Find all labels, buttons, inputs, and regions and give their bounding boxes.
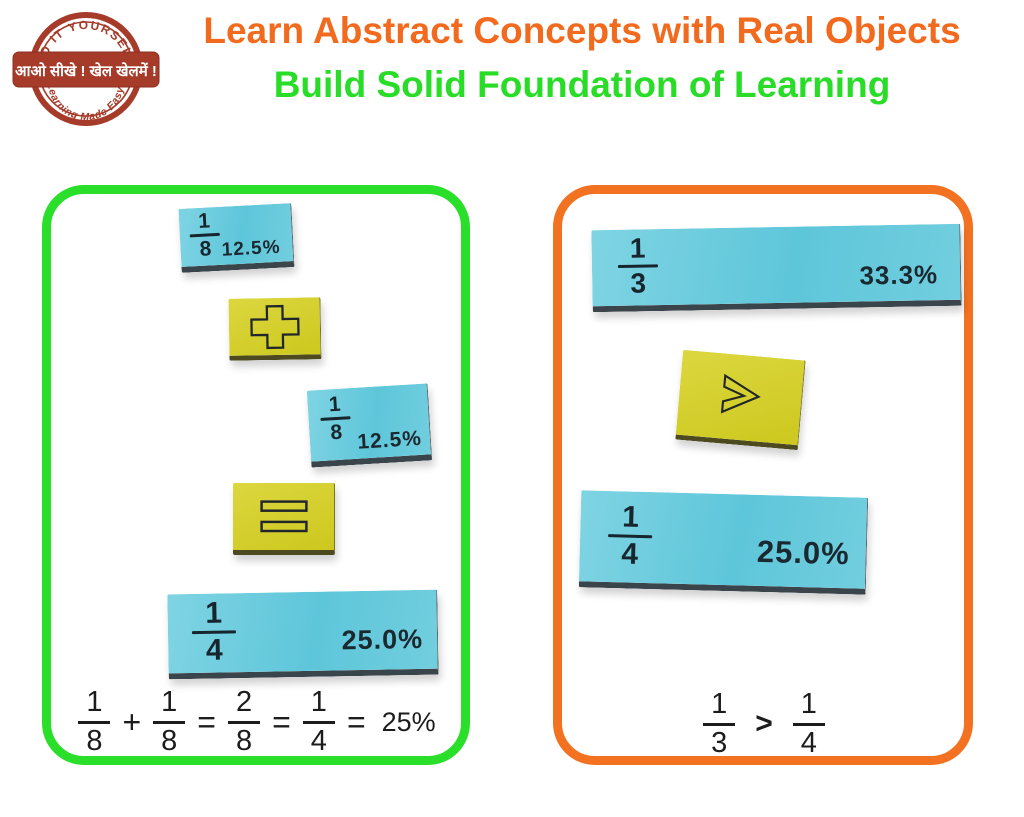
fraction-numerator: 1	[197, 209, 211, 233]
left-panel-addition-example	[42, 185, 470, 765]
fraction-denominator: 4	[302, 720, 335, 757]
equals-operator: =	[346, 703, 366, 740]
fraction-numerator: 1	[204, 596, 223, 630]
fraction-denominator: 8	[227, 720, 261, 757]
fraction-denominator: 8	[153, 720, 186, 757]
fraction-denominator: 8	[329, 420, 343, 445]
fraction-numerator: 1	[711, 688, 728, 720]
fraction-numerator: 1	[629, 232, 646, 264]
fraction-denominator: 4	[205, 633, 223, 667]
fraction-denominator: 3	[630, 267, 647, 299]
tile-operator-equals	[233, 483, 335, 555]
fraction-numerator: 1	[621, 500, 640, 534]
equals-icon	[233, 483, 334, 550]
tile-percent-label: 12.5%	[221, 236, 282, 261]
tile-fraction-1-4-right: 1 4 25.0%	[578, 490, 869, 595]
tile-fraction-1-3: 1 3 33.3%	[591, 223, 962, 313]
greater-than-operator: >	[755, 707, 773, 741]
equation-fraction: 1 8	[153, 686, 186, 757]
right-equation: 1 3 > 1 4	[573, 688, 955, 759]
tile-fraction: 1 4	[607, 500, 653, 571]
fraction-numerator: 1	[86, 686, 103, 718]
fraction-denominator: 8	[78, 720, 111, 757]
greater-than-icon	[676, 350, 805, 445]
tile-fraction-1-8-a: 1 8 12.5%	[178, 203, 295, 273]
headline-line2: Build Solid Foundation of Learning	[273, 64, 891, 105]
headline-line1: Learn Abstract Concepts with Real Object…	[203, 10, 961, 51]
tile-fraction-1-8-b: 1 8 12.5%	[306, 383, 433, 468]
tile-fraction: 1 8	[189, 209, 222, 261]
tile-fraction-1-4: 1 4 25.0%	[167, 589, 439, 680]
equation-fraction: 1 8	[78, 686, 111, 757]
logo-banner-text: आओ सीखे ! खेल खेलमें !	[15, 62, 157, 80]
plus-icon	[228, 297, 320, 356]
equation-fraction: 1 4	[792, 688, 825, 759]
tile-fraction: 1 8	[319, 393, 352, 444]
tile-operator-plus	[228, 297, 322, 361]
equals-operator: =	[272, 703, 291, 740]
fraction-denominator: 3	[703, 722, 736, 759]
percent-result: 25%	[381, 706, 436, 737]
tile-percent-label: 25.0%	[341, 623, 424, 656]
tile-percent-label: 25.0%	[756, 533, 851, 572]
equals-operator: =	[197, 703, 216, 740]
fraction-denominator: 4	[792, 722, 825, 759]
fraction-denominator: 4	[620, 536, 639, 571]
fraction-denominator: 8	[199, 237, 212, 261]
left-equation: 1 8 + 1 8 = 2 8 = 1 4 = 25%	[62, 686, 452, 757]
equation-fraction: 2 8	[227, 686, 261, 757]
equation-fraction: 1 4	[302, 686, 335, 757]
logo-banner: आओ सीखे ! खेल खेलमें !	[12, 51, 160, 88]
fraction-numerator: 1	[310, 686, 327, 718]
fraction-numerator: 1	[328, 392, 342, 417]
tile-fraction: 1 3	[617, 232, 658, 299]
fraction-numerator: 1	[161, 686, 178, 718]
plus-operator: +	[122, 703, 142, 740]
tile-fraction: 1 4	[191, 596, 236, 667]
tile-operator-greater-than	[675, 349, 806, 451]
fraction-numerator: 2	[235, 686, 253, 718]
equation-fraction: 1 3	[703, 688, 736, 759]
diy-logo: DO IT YOURSELF Learning Made Easy! आओ सी…	[12, 12, 160, 126]
tile-percent-label: 33.3%	[859, 259, 939, 291]
tile-percent-label: 12.5%	[356, 426, 423, 454]
fraction-numerator: 1	[800, 688, 817, 720]
